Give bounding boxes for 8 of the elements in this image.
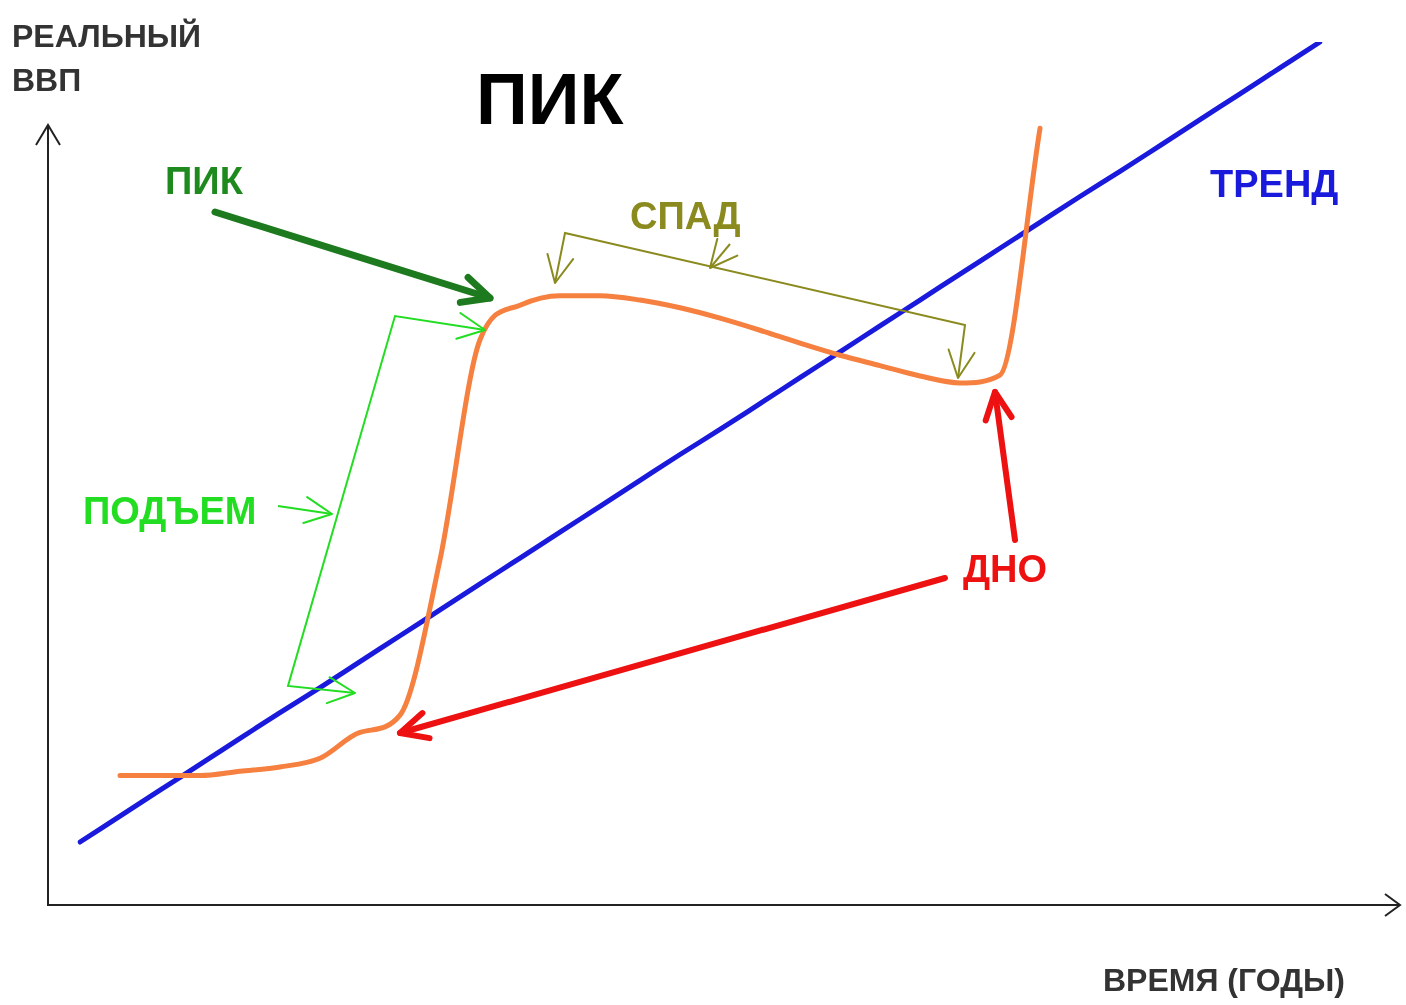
x-axis-title: ВРЕМЯ (ГОДЫ) bbox=[1103, 962, 1345, 999]
annotation: ПОДЪЕМ bbox=[83, 490, 257, 533]
annotation: СПАД bbox=[630, 195, 741, 238]
chart-title: ПИК bbox=[476, 58, 624, 140]
series-label: ТРЕНД bbox=[1210, 163, 1339, 206]
annotation: ДНО bbox=[963, 548, 1048, 591]
annotation: ПИК bbox=[165, 160, 243, 203]
y-axis-title: РЕАЛЬНЫЙ ВВП bbox=[12, 17, 203, 100]
